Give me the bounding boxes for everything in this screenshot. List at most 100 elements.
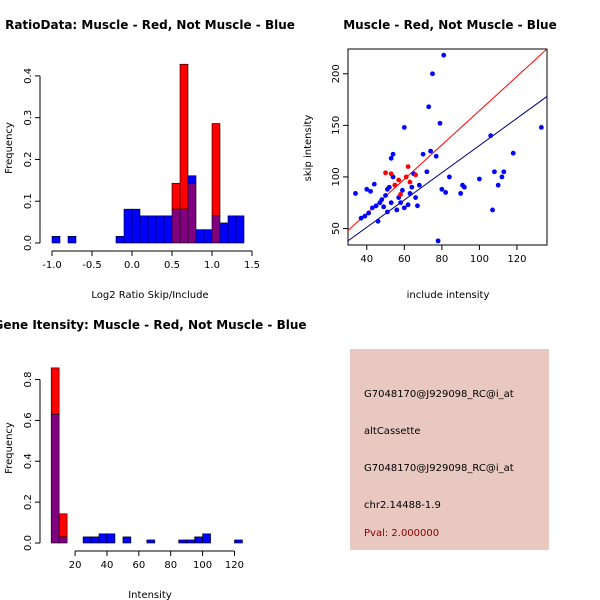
intensity-x-tick-label: 80 bbox=[164, 560, 177, 571]
ratio-x-tick-label: -0.5 bbox=[82, 260, 102, 271]
scatter-x-tick-label: 100 bbox=[470, 254, 489, 265]
scatter-not-muscle-point bbox=[488, 133, 494, 139]
ratio-overlap-bar bbox=[171, 208, 181, 244]
intensity-not-muscle-bar bbox=[90, 536, 100, 544]
scatter-not-muscle-point bbox=[364, 186, 370, 192]
scatter-muscle-point bbox=[388, 171, 394, 177]
scatter-not-muscle-point bbox=[495, 182, 501, 188]
scatter-not-muscle-point bbox=[401, 205, 407, 211]
scatter-x-tick-label: 60 bbox=[398, 254, 411, 265]
scatter-muscle-point bbox=[398, 192, 403, 197]
scatter-not-muscle-point bbox=[416, 182, 422, 188]
scatter-not-muscle-point bbox=[383, 193, 388, 198]
ratio-x-tick-label: -1.0 bbox=[42, 260, 62, 271]
ratio-not-muscle-bar bbox=[155, 215, 165, 244]
scatter-not-muscle-point bbox=[433, 153, 439, 159]
intensity-y-tick-label: 0.6 bbox=[23, 412, 34, 428]
intensity-x-tick-label: 120 bbox=[225, 560, 244, 571]
intensity-scatter-panel: Muscle - Red, Not Muscle - Blue 40 60 80 10… bbox=[303, 18, 557, 301]
scatter-x-tick-label: 80 bbox=[436, 254, 449, 265]
scatter-not-muscle-point bbox=[428, 148, 434, 154]
ratio-not-muscle-bar bbox=[123, 208, 133, 244]
ratio-not-muscle-bar bbox=[139, 215, 149, 244]
ratio-muscle-bar bbox=[179, 63, 189, 210]
scatter-not-muscle-point bbox=[398, 200, 403, 206]
intensity-overlap-bar bbox=[50, 413, 60, 544]
scatter-not-muscle-point bbox=[368, 188, 373, 194]
scatter-not-muscle-point bbox=[435, 238, 441, 244]
ratio-x-label: Log2 Ratio Skip/Include bbox=[91, 290, 208, 301]
scatter-not-muscle-point bbox=[366, 210, 372, 216]
scatter-not-muscle-point bbox=[446, 174, 452, 180]
intensity-y-tick-label: 0.4 bbox=[23, 453, 34, 469]
scatter-not-muscle-point bbox=[437, 120, 443, 126]
intensity-bars bbox=[50, 367, 243, 544]
scatter-not-muscle-point bbox=[461, 184, 467, 190]
ratio-not-muscle-bar bbox=[187, 175, 197, 184]
intensity-x-axis: 20 40 60 80 100 120 bbox=[69, 550, 244, 571]
scatter-not-muscle-point bbox=[405, 202, 411, 208]
scatter-muscle-point bbox=[403, 174, 409, 180]
scatter-y-axis: 50 100 150 200 bbox=[331, 64, 348, 235]
intensity-not-muscle-bar bbox=[234, 539, 243, 544]
scatter-not-muscle-point bbox=[381, 204, 387, 210]
intensity-y-label: Frequency bbox=[4, 422, 15, 474]
intensity-not-muscle-bar bbox=[106, 533, 116, 544]
scatter-x-axis: 40 60 80 100 120 bbox=[360, 245, 527, 265]
scatter-not-muscle-point bbox=[499, 174, 505, 180]
ratio-muscle-bar bbox=[171, 182, 181, 210]
scatter-not-muscle-point bbox=[407, 191, 413, 196]
scatter-not-muscle-point bbox=[390, 151, 396, 157]
scatter-not-muscle-point bbox=[379, 197, 385, 203]
scatter-y-label: skip intensity bbox=[303, 115, 314, 182]
scatter-y-tick-label: 100 bbox=[331, 167, 342, 186]
scatter-not-muscle-point bbox=[430, 71, 435, 77]
scatter-not-muscle-point bbox=[401, 125, 407, 130]
ratio-not-muscle-bar bbox=[51, 236, 61, 244]
ratio-x-tick-label: 0.5 bbox=[164, 260, 180, 271]
ratio-muscle-bar bbox=[211, 123, 221, 217]
scatter-not-muscle-point bbox=[538, 125, 544, 130]
scatter-not-muscle-point bbox=[413, 195, 418, 200]
scatter-not-muscle-point bbox=[439, 186, 445, 192]
scatter-fit-lines bbox=[348, 49, 547, 242]
ratio-bars bbox=[51, 63, 245, 244]
p-value: Pval: 2.000000 bbox=[364, 528, 439, 539]
scatter-x-tick-label: 40 bbox=[360, 254, 373, 265]
ratio-x-axis: -1.0 -0.5 0.0 0.5 1.0 1.5 bbox=[42, 250, 260, 271]
ratio-x-tick-label: 1.5 bbox=[244, 260, 260, 271]
ratio-histogram-panel: RatioData: Muscle - Red, Not Muscle - Bl… bbox=[4, 18, 295, 301]
ratio-y-tick-label: 0.2 bbox=[23, 151, 34, 167]
ratio-y-tick-label: 0.0 bbox=[23, 235, 34, 251]
scatter-y-tick-label: 50 bbox=[331, 222, 342, 235]
scatter-not-muscle-point bbox=[362, 213, 368, 219]
ratio-y-label: Frequency bbox=[4, 122, 15, 174]
scatter-not-muscle-point bbox=[477, 176, 482, 182]
scatter-not-muscle-point bbox=[394, 207, 400, 213]
probe-id-repeat: G7048170@J929098_RC@i_at bbox=[364, 463, 514, 474]
intensity-x-tick-label: 100 bbox=[193, 560, 212, 571]
scatter-not-muscle-point bbox=[385, 209, 390, 215]
scatter-chart-title: Muscle - Red, Not Muscle - Blue bbox=[343, 18, 557, 32]
scatter-x-label: include intensity bbox=[407, 290, 490, 301]
ratio-x-tick-label: 0.0 bbox=[124, 260, 140, 271]
scatter-not-muscle-point bbox=[490, 207, 495, 213]
ratio-y-tick-label: 0.4 bbox=[23, 68, 34, 84]
scatter-not-muscle-point bbox=[420, 151, 426, 157]
ratio-not-muscle-bar bbox=[219, 222, 229, 244]
intensity-y-tick-label: 0.8 bbox=[23, 372, 34, 388]
ratio-y-axis: 0.0 0.1 0.2 0.3 0.4 bbox=[23, 68, 41, 251]
scatter-not-muscle-point bbox=[458, 191, 464, 196]
intensity-not-muscle-bar bbox=[186, 539, 195, 544]
ratio-not-muscle-bar bbox=[115, 236, 125, 244]
info-box-background bbox=[350, 349, 549, 550]
scatter-points bbox=[353, 52, 544, 244]
ratio-overlap-bar bbox=[187, 182, 197, 244]
probe-id: G7048170@J929098_RC@i_at bbox=[364, 389, 514, 400]
ratio-chart-title: RatioData: Muscle - Red, Not Muscle - Bl… bbox=[5, 18, 295, 32]
scatter-not-muscle-point bbox=[400, 187, 405, 193]
intensity-x-tick-label: 60 bbox=[132, 560, 145, 571]
intensity-y-axis: 0.0 0.2 0.4 0.6 0.8 bbox=[23, 372, 41, 551]
scatter-muscle-point bbox=[405, 164, 411, 170]
